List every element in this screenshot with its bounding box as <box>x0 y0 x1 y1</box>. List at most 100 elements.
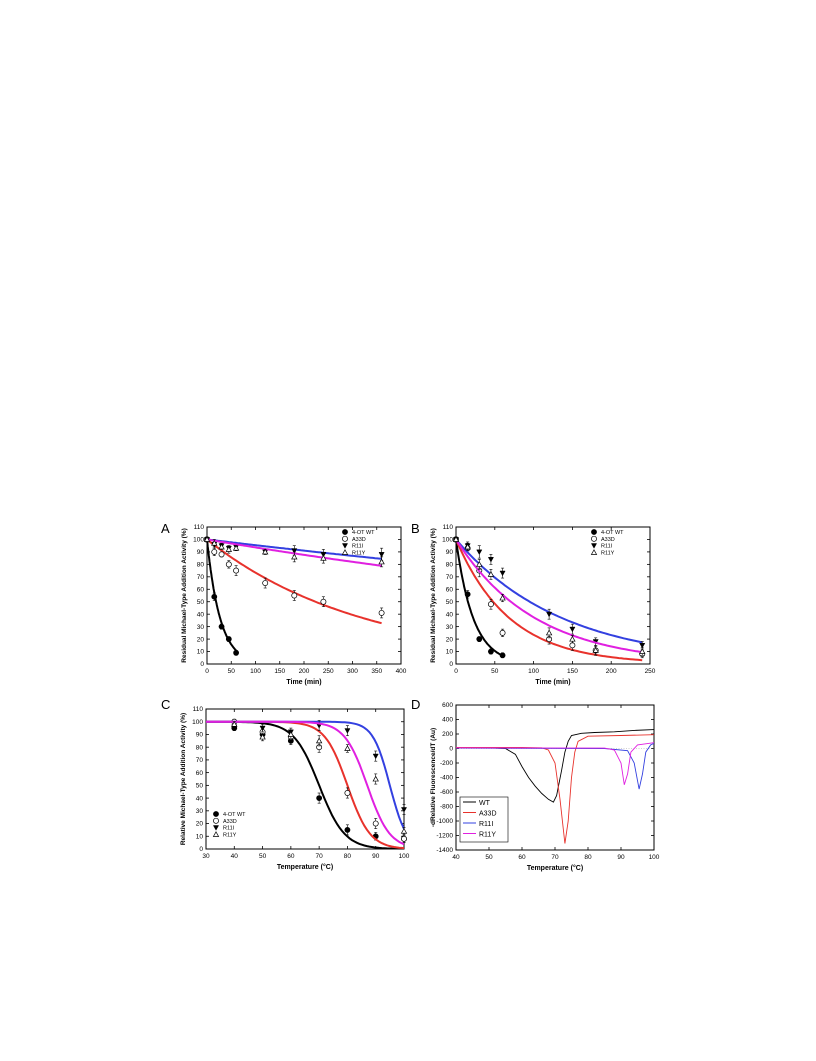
chart-panel-d: D40 50 60 70 80 90 100-1400-1200-1000-800-600-… <box>411 697 660 872</box>
legend-marker-a33d <box>213 817 219 824</box>
y-tick-label: 0 <box>199 846 203 853</box>
y-tick-label: 70 <box>196 757 204 764</box>
y-tick-label: 80 <box>196 744 204 751</box>
x-tick-label: 200 <box>606 668 617 675</box>
legend-marker-r11i <box>212 825 220 831</box>
y-tick-label: 0 <box>200 661 204 668</box>
x-tick-label: 100 <box>649 854 660 861</box>
x-tick-label: 70 <box>316 853 324 860</box>
y-tick-label: 60 <box>446 586 454 593</box>
plot-frame <box>205 708 405 850</box>
x-tick-label: 100 <box>399 853 410 860</box>
x-tick-label: 50 <box>259 853 267 860</box>
y-tick-label: 80 <box>197 562 205 569</box>
data-point-r11y <box>315 737 323 744</box>
legend-label-r11y: R11Y <box>601 550 615 556</box>
legend-marker-r11i <box>590 543 598 549</box>
data-point-a33d <box>320 598 327 605</box>
y-tick-label: 40 <box>446 611 454 618</box>
data-point-a33d <box>487 601 494 608</box>
y-tick-label: 50 <box>196 783 204 790</box>
y-axis-label: Residual Michael-Type Addition Activity … <box>181 528 188 662</box>
data-point-4-ot-wt <box>218 623 225 630</box>
legend-marker-4-ot-wt <box>213 811 219 817</box>
y-tick-label: 100 <box>192 719 203 726</box>
legend-marker-r11y <box>590 549 598 555</box>
data-point-r11y <box>499 594 506 601</box>
data-point-r11y <box>592 646 599 653</box>
legend-marker-4-ot-wt <box>342 529 348 535</box>
data-point-r11y <box>372 775 379 782</box>
data-point-r11y <box>259 733 266 740</box>
chart-panel-c: C 30 40 50 60 70 80 90 100 0 10 20 30 40 50 60 70 80 90 100… <box>161 697 410 871</box>
data-point-a33d <box>218 551 225 558</box>
data-point-a33d <box>401 835 407 842</box>
x-tick-label: 100 <box>250 668 261 675</box>
data-point-a33d <box>262 580 269 586</box>
data-point-r11i <box>378 552 385 558</box>
y-tick-label: 50 <box>197 599 205 606</box>
y-tick-label: 40 <box>196 795 204 802</box>
data-point-a33d <box>499 629 506 636</box>
panel-label: B <box>411 521 420 536</box>
x-tick-label: 80 <box>584 854 592 861</box>
y-tick-label: 110 <box>193 706 204 713</box>
data-point-r11y <box>262 548 269 555</box>
data-point-4-ot-wt <box>344 827 351 833</box>
x-tick-label: 90 <box>617 854 625 861</box>
y-tick-label: 20 <box>196 821 204 828</box>
x-tick-label: 100 <box>528 668 539 675</box>
chart-panel-b: B 0 50 100 150 200 250 0 10 20 30 40 50 60 70 80 90 100 11… <box>411 521 656 686</box>
y-tick-label: -800 <box>440 804 453 811</box>
legend-label-a33d: A33D <box>352 537 366 543</box>
y-tick-label: 90 <box>196 732 204 739</box>
legend: WT A33D R11I R11Y <box>459 796 509 843</box>
data-point-r11y <box>400 827 408 834</box>
y-tick-label: -200 <box>440 760 453 767</box>
y-tick-label: 20 <box>446 636 454 643</box>
data-point-a33d <box>225 561 232 568</box>
y-tick-label: -1000 <box>436 818 453 825</box>
data-point-a33d <box>569 642 576 649</box>
data-point-r11y <box>344 745 351 751</box>
data-point-r11i <box>291 548 298 554</box>
legend-label-r11i: R11I <box>479 821 493 828</box>
data-point-r11y <box>211 539 218 546</box>
legend-label-a33d: A33D <box>601 537 615 543</box>
data-point-a33d <box>291 592 298 599</box>
x-tick-label: 30 <box>202 853 210 860</box>
x-axis-label: Time (min) <box>286 679 321 686</box>
data-point-r11y <box>378 558 385 565</box>
data-point-r11i <box>476 549 483 556</box>
y-tick-label: 30 <box>446 624 454 631</box>
legend-marker-a33d <box>591 535 597 542</box>
x-tick-label: 300 <box>347 668 358 675</box>
y-tick-label: 0 <box>449 661 453 668</box>
y-tick-label: 600 <box>442 702 453 709</box>
legend-label-r11i: R11I <box>352 544 364 550</box>
x-tick-label: 150 <box>567 668 578 675</box>
legend-label-4-ot-wt: 4-OT WT <box>223 812 246 818</box>
y-tick-label: 20 <box>197 636 205 643</box>
data-point-r11y <box>203 536 211 542</box>
legend-label-a33d: A33D <box>223 819 237 825</box>
data-point-4-ot-wt <box>464 591 471 598</box>
chart-panel-a: A 0 50 100 150 200 250 300 350 400 0 10 20 30 40 50 60 70… <box>161 521 407 686</box>
x-tick-label: 250 <box>645 668 656 675</box>
data-point-4-ot-wt <box>225 636 232 642</box>
legend-marker-4-ot-wt <box>591 529 597 535</box>
x-tick-label: 200 <box>299 668 310 675</box>
y-tick-label: 70 <box>197 574 205 581</box>
data-point-r11y <box>225 546 233 552</box>
y-tick-label: 100 <box>193 537 204 544</box>
data-point-a33d <box>344 790 351 796</box>
legend-label-r11y: R11Y <box>223 832 237 838</box>
x-tick-label: 70 <box>551 854 559 861</box>
x-tick-label: 0 <box>454 668 458 675</box>
data-point-r11i <box>400 807 408 813</box>
x-tick-label: 80 <box>344 853 352 860</box>
data-point-4-ot-wt <box>499 652 506 659</box>
legend-label-r11y: R11Y <box>479 832 496 839</box>
